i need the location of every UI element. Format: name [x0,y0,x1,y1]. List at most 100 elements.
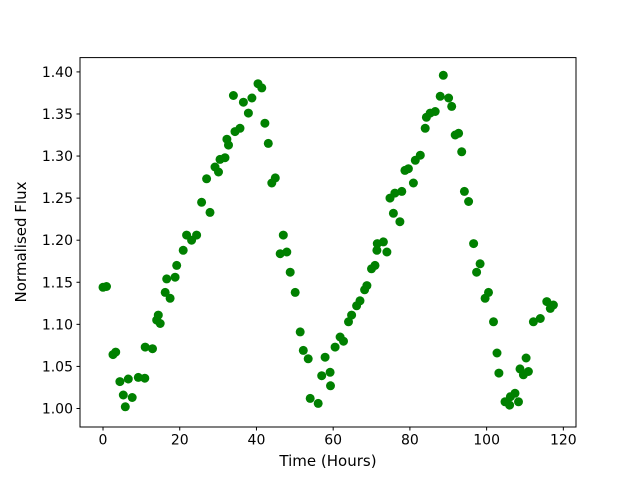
data-points [98,70,558,412]
data-point [270,173,280,183]
data-point [325,367,335,377]
data-point [535,314,545,323]
y-axis-ticks: 1.00 1.05 1.10 1.15 1.20 1.25 1.30 1.35 1.40 [42,65,80,417]
data-point [224,140,233,150]
data-point [484,287,493,297]
y-tick-label: 1.35 [42,107,73,123]
x-tick-label: 80 [401,433,419,449]
y-tick-label: 1.25 [42,191,73,207]
data-point [160,287,170,297]
data-point [235,123,245,133]
data-point [243,108,253,118]
data-point [494,368,504,378]
y-tick-label: 1.05 [42,359,73,375]
data-point [285,267,295,277]
data-point [395,217,405,227]
data-point [298,345,308,355]
x-axis-ticks: 0 20 40 60 80 100 120 [99,427,577,449]
data-point [148,344,157,354]
data-point [155,319,165,328]
data-point [430,107,440,116]
data-point [370,260,380,270]
x-tick-label: 100 [473,433,500,449]
data-point [388,208,398,218]
x-axis-label: Time (Hours) [278,452,376,470]
data-point [362,281,372,291]
data-point [320,352,330,362]
y-tick-label: 1.30 [42,149,73,165]
data-point [278,230,288,240]
data-point [457,147,467,157]
data-point [170,272,180,282]
data-point [197,197,207,207]
data-point [238,97,248,107]
data-point [123,374,133,384]
data-point [475,259,485,269]
data-point [260,118,270,128]
data-point [438,70,448,80]
data-point [313,398,323,408]
data-point [382,247,392,257]
data-point [514,397,523,407]
data-point [165,293,175,303]
data-point [102,282,111,291]
data-point [118,390,128,400]
x-tick-label: 60 [324,433,342,449]
data-point [403,164,413,174]
data-point [153,310,163,320]
data-point [435,91,445,101]
x-tick-label: 20 [171,433,189,449]
data-point [469,239,479,249]
data-point [295,327,305,337]
x-tick-label: 40 [248,433,266,449]
data-point [247,93,257,103]
data-point [257,83,267,93]
data-point [115,377,125,387]
data-point [372,245,382,255]
data-point [339,336,348,346]
data-point [330,342,340,352]
data-point [355,296,365,306]
y-tick-label: 1.20 [42,233,73,249]
data-point [459,186,469,196]
data-point [140,373,150,383]
data-point [528,317,538,327]
data-point [397,186,407,196]
data-point [178,245,188,255]
x-tick-label: 0 [99,433,108,449]
data-point [127,393,137,402]
data-point [415,150,425,160]
data-point [192,230,202,240]
data-point [305,393,315,403]
y-tick-label: 1.00 [42,401,73,417]
data-point [111,347,121,357]
y-axis-label: Normalised Flux [12,181,30,302]
data-point [510,388,520,398]
data-point [290,287,300,297]
data-point [408,178,418,188]
data-point [464,197,474,206]
data-point [303,354,313,364]
data-point [214,167,223,177]
data-point [447,101,457,111]
data-point [492,348,502,358]
plot-frame [79,57,577,428]
data-point [228,91,238,100]
data-point [282,247,292,257]
y-tick-label: 1.10 [42,317,73,333]
data-point [489,317,498,327]
data-point [523,367,533,376]
data-point [472,267,482,277]
data-point [378,237,388,247]
data-point [420,123,430,133]
data-point [548,300,558,310]
data-point [521,353,531,363]
x-tick-label: 120 [550,433,577,449]
data-point [347,310,357,320]
data-point [120,402,130,412]
data-point [390,188,400,198]
data-point [344,317,353,327]
y-tick-label: 1.40 [42,65,73,81]
